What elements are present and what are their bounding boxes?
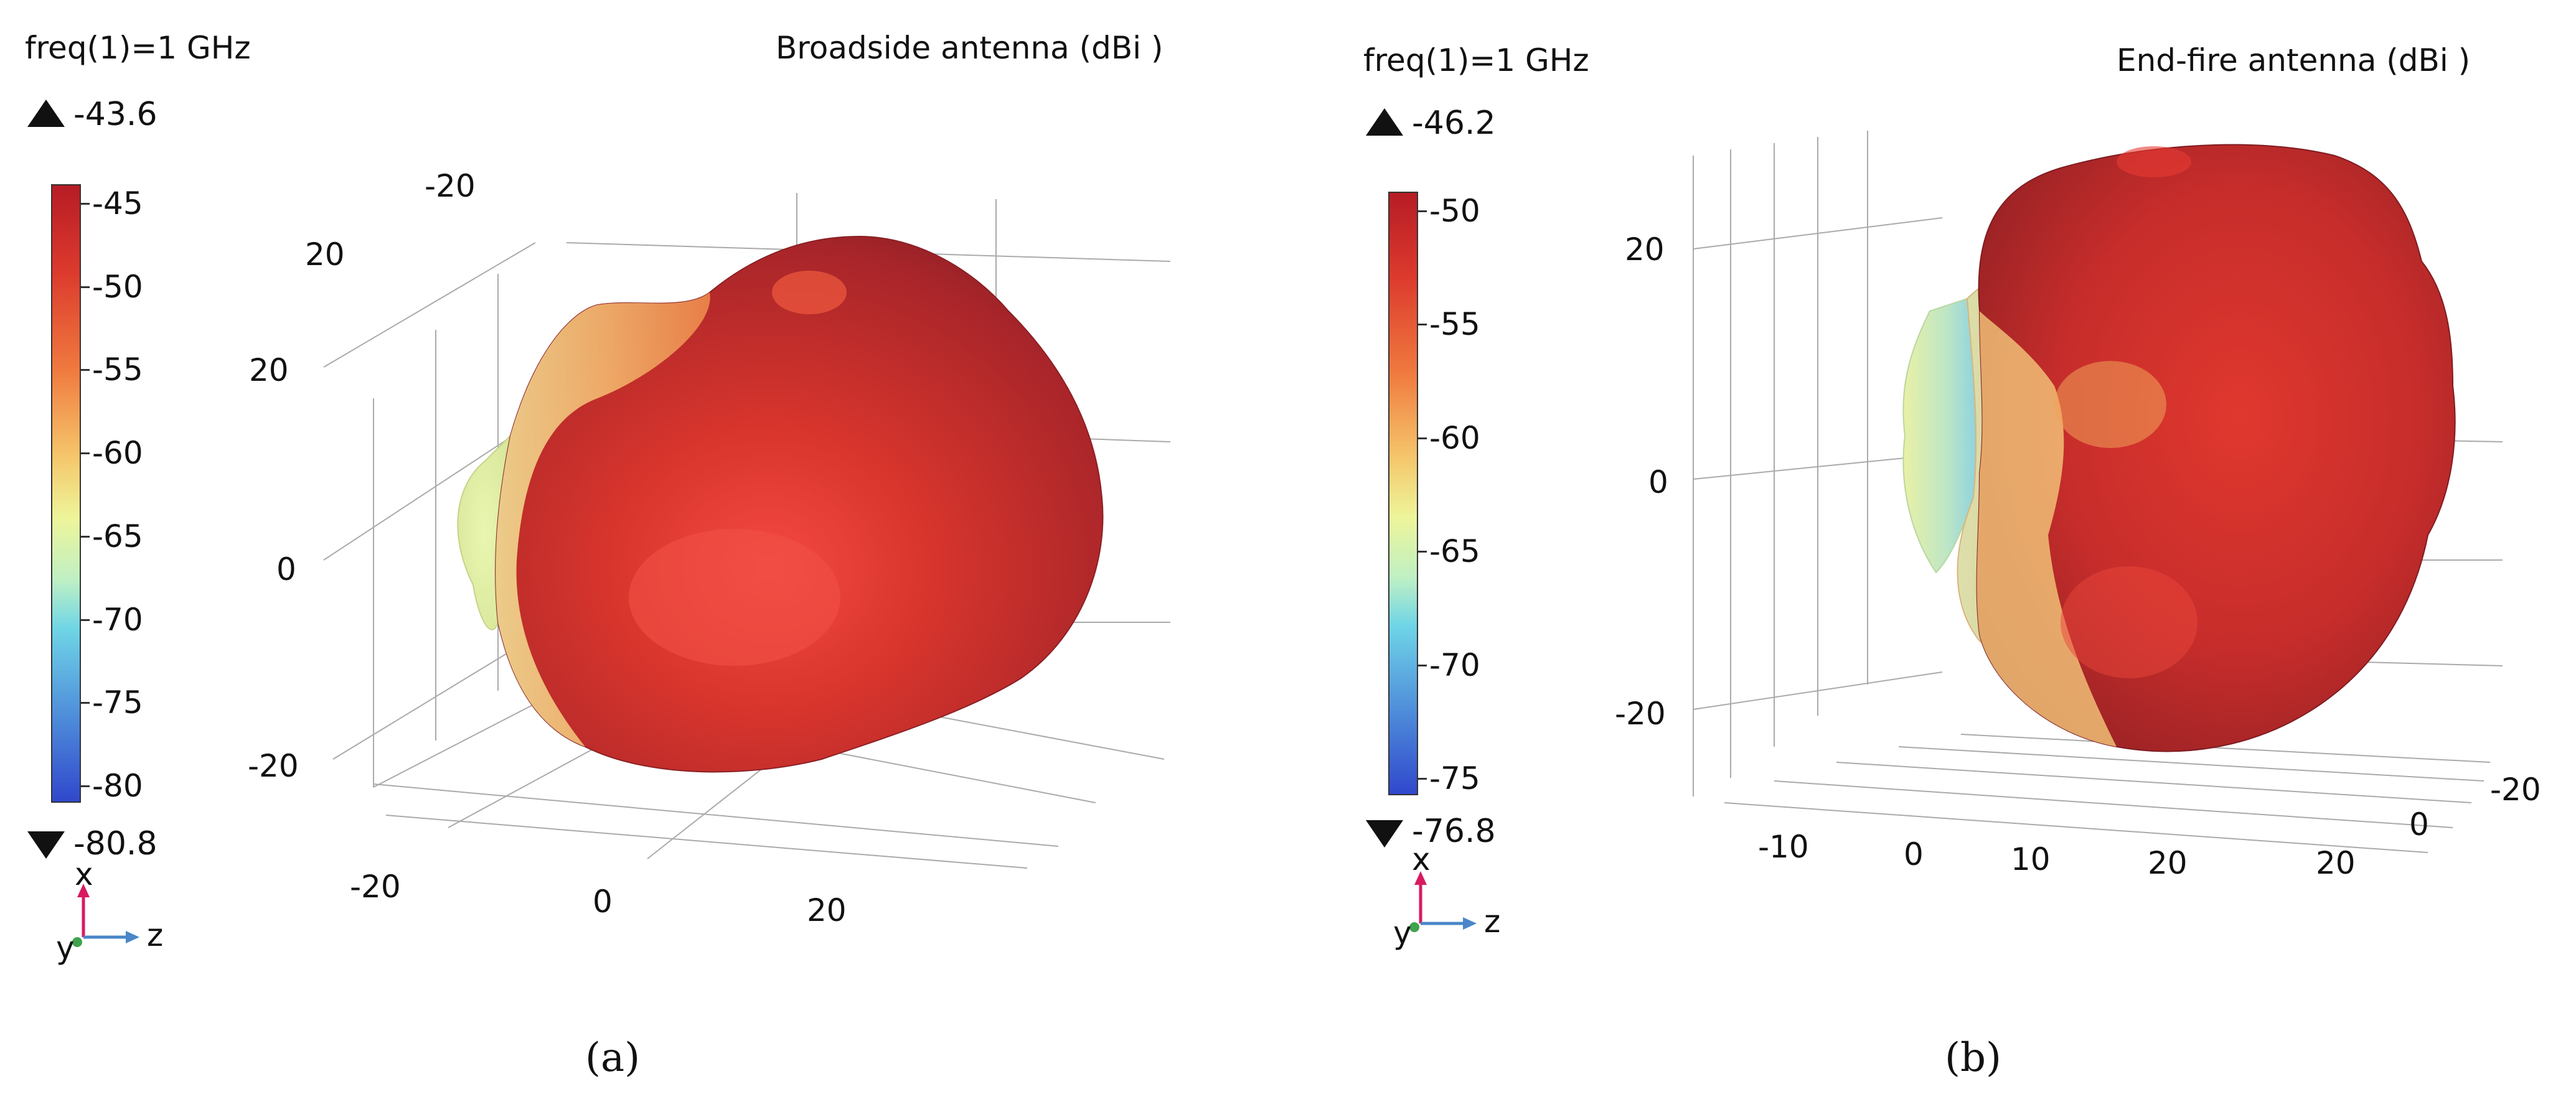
triad-y-axis — [72, 937, 82, 947]
triad-y-label: y — [1393, 915, 1412, 951]
panel-label: (a) — [585, 1035, 641, 1081]
colorbar-tick-mark — [1418, 551, 1427, 553]
colorbar-tick-mark — [81, 619, 90, 621]
axis-tick: 0 — [593, 884, 613, 920]
colorbar-tick-label: -50 — [1429, 193, 1480, 229]
colorbar-tick-mark — [81, 203, 90, 205]
color-min-value: -80.8 — [73, 825, 157, 862]
axis-tick: 20 — [249, 352, 289, 388]
axis-triad — [72, 884, 139, 947]
colorbar-tick-mark — [81, 452, 90, 455]
axis-tick: 20 — [2316, 845, 2356, 881]
colorbar — [51, 184, 81, 803]
colorbar-tick-label: -80 — [92, 768, 143, 804]
triad-z-label: z — [1484, 904, 1501, 940]
chart-title: End-fire antenna (dBi ) — [2117, 42, 2471, 78]
axis-tick: 20 — [1625, 231, 1665, 268]
color-min-value: -76.8 — [1412, 813, 1496, 850]
triad-z-label: z — [147, 917, 164, 953]
surface-lobe — [496, 292, 710, 747]
axis-tick: 20 — [2148, 845, 2188, 881]
colorbar-tick-mark — [1418, 778, 1427, 780]
colorbar-tick-label: -70 — [1429, 647, 1480, 683]
colorbar-tick-label: -60 — [1429, 419, 1480, 456]
axis-tick: -10 — [1758, 829, 1809, 865]
colorbar-tick-mark — [81, 535, 90, 538]
surface-hotspot — [2054, 361, 2166, 448]
axis-tick: -20 — [248, 748, 299, 784]
grid-lines — [1693, 131, 2503, 853]
colorbar-tick-label: -65 — [92, 518, 143, 554]
triad-y-axis — [1409, 922, 1419, 932]
plot-3d-endfire — [1693, 131, 2503, 853]
color-max-value: -46.2 — [1412, 105, 1496, 142]
surface-hotspot — [2117, 146, 2191, 177]
surface-hotspot — [2061, 566, 2198, 678]
panel-endfire: freq(1)=1 GHz End-fire antenna (dBi ) -4… — [1289, 0, 2576, 1112]
axis-triad — [1409, 871, 1477, 932]
colorbar-tick-mark — [1418, 437, 1427, 439]
colorbar-tick-label: -65 — [1429, 533, 1480, 570]
triad-x-label: x — [1412, 841, 1431, 877]
colorbar-tick-label: -60 — [92, 435, 143, 472]
panel-label: (b) — [1945, 1035, 2001, 1081]
axis-tick: 0 — [276, 551, 296, 587]
max-triangle-icon — [27, 100, 65, 127]
color-max-value: -43.6 — [73, 96, 157, 133]
axis-tick: 20 — [305, 236, 345, 273]
colorbar-tick-label: -50 — [92, 268, 143, 305]
surface-lobe — [1977, 311, 2117, 747]
axis-tick: -20 — [1615, 696, 1666, 732]
colorbar — [1388, 192, 1418, 795]
min-triangle-icon — [27, 831, 65, 859]
min-triangle-icon — [1366, 820, 1403, 848]
max-triangle-icon — [1366, 108, 1403, 136]
axis-tick: 0 — [1648, 464, 1668, 500]
colorbar-tick-label: -75 — [1429, 760, 1480, 797]
panel-broadside: freq(1)=1 GHz Broadside antenna (dBi ) -… — [25, 30, 1171, 1081]
colorbar-tick-mark — [81, 369, 90, 371]
colorbar-tick-mark — [81, 702, 90, 704]
axis-tick: 10 — [2011, 841, 2051, 877]
axis-tick: 20 — [807, 892, 847, 928]
frequency-label: freq(1)=1 GHz — [1363, 42, 1589, 78]
colorbar-tick-mark — [81, 785, 90, 787]
colorbar-tick-label: -75 — [92, 684, 143, 721]
frequency-label: freq(1)=1 GHz — [25, 30, 251, 66]
colorbar-tick-mark — [1418, 324, 1427, 326]
surface-hotspot — [629, 529, 840, 666]
colorbar-tick-label: -55 — [92, 352, 143, 388]
colorbar-tick-label: -45 — [92, 185, 143, 222]
colorbar-tick-mark — [81, 286, 90, 288]
colorbar-tick-label: -55 — [1429, 306, 1480, 343]
triad-x-label: x — [75, 856, 93, 892]
axis-tick: -20 — [350, 869, 401, 905]
chart-title: Broadside antenna (dBi ) — [776, 30, 1163, 66]
colorbar-tick-label: -70 — [92, 601, 143, 638]
colorbar-tick-mark — [1418, 210, 1427, 212]
axis-tick: 0 — [1904, 836, 1924, 872]
axis-tick: -20 — [2490, 772, 2541, 808]
colorbar-tick-mark — [1418, 664, 1427, 666]
triad-y-label: y — [56, 930, 75, 966]
axis-tick: 0 — [2409, 806, 2429, 843]
surface-hotspot — [772, 271, 847, 314]
plot-3d-broadside — [323, 193, 1171, 869]
axis-tick: -20 — [425, 168, 476, 204]
